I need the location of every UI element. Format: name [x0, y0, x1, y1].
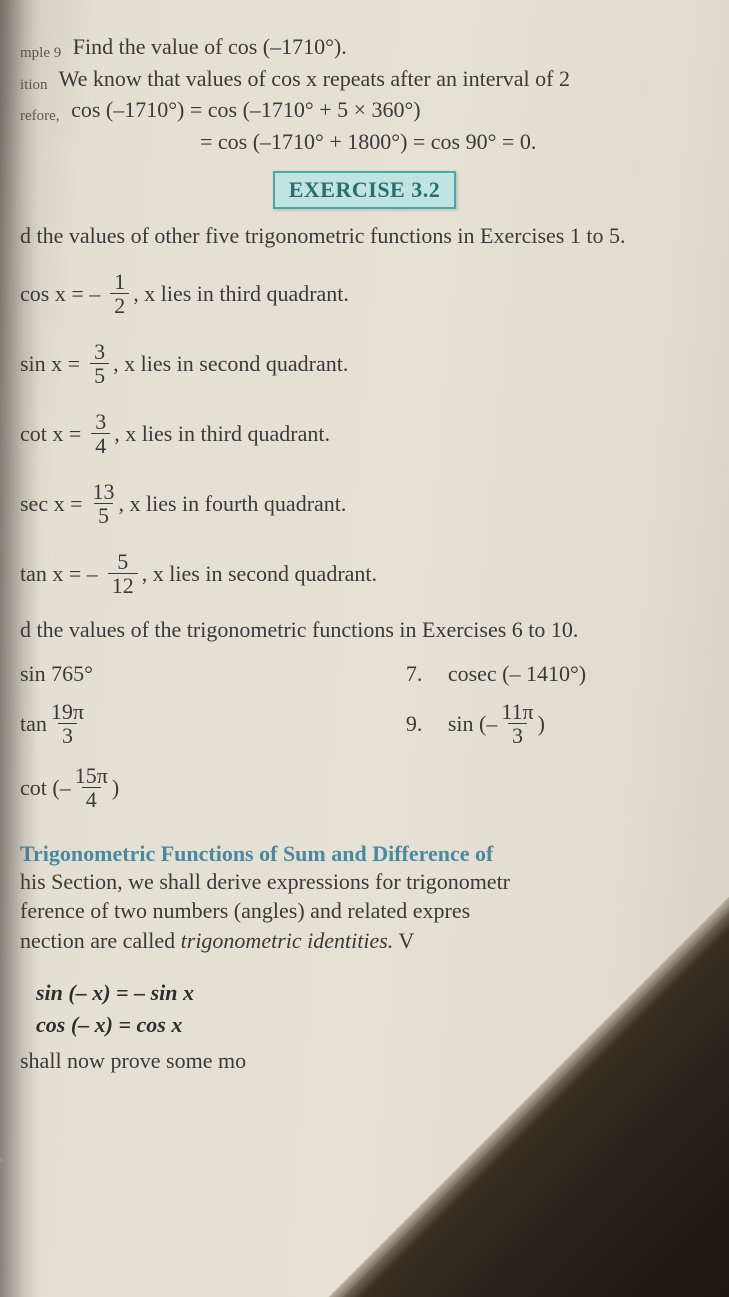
section-para-3c: V: [393, 928, 414, 953]
q6-text: sin 765°: [20, 661, 93, 687]
solution-text-1: We know that values of cos x repeats aft…: [59, 66, 570, 91]
question-8: tan 19π 3: [20, 700, 406, 747]
q3-tail: , x lies in third quadrant.: [114, 421, 330, 447]
q2-fraction: 3 5: [90, 340, 109, 387]
q8-fraction: 19π 3: [51, 700, 84, 747]
q9-lhs: sin (–: [448, 711, 498, 737]
q5-tail: , x lies in second quadrant.: [142, 561, 377, 587]
q3-den: 4: [91, 433, 110, 457]
question-7: 7. cosec (– 1410°): [406, 661, 709, 687]
q2-num: 3: [94, 340, 105, 363]
q1-lhs: cos x = –: [20, 281, 100, 307]
solution-eq-2: = cos (–1710° + 1800°) = cos 90° = 0.: [200, 129, 536, 154]
q9-num: 11π: [501, 700, 533, 723]
q2-tail: , x lies in second quadrant.: [113, 351, 348, 377]
section-title: Trigonometric Functions of Sum and Diffe…: [20, 841, 709, 867]
solution-line-1: ition We know that values of cos x repea…: [20, 64, 709, 94]
question-5: tan x = – 5 12 , x lies in second quadra…: [20, 547, 709, 601]
q7-number: 7.: [406, 661, 434, 687]
margin-note-the: The: [0, 1148, 3, 1174]
solution-label: ition: [20, 77, 48, 93]
example-prompt: Find the value of cos (–1710°).: [73, 34, 347, 59]
exercise-intro-2: d the values of the trigonometric functi…: [20, 617, 709, 643]
q4-lhs: sec x =: [20, 491, 83, 517]
q10-tail: ): [112, 775, 119, 801]
exercise-badge: EXERCISE 3.2: [273, 171, 456, 209]
exercise-badge-wrap: EXERCISE 3.2: [20, 171, 709, 209]
q9-tail: ): [538, 711, 545, 737]
q10-num: 15π: [75, 764, 108, 787]
q8-den: 3: [58, 723, 77, 747]
q7-text: cosec (– 1410°): [448, 661, 586, 687]
q2-lhs: sin x =: [20, 351, 80, 377]
section-para-1: his Section, we shall derive expressions…: [20, 867, 709, 897]
q9-den: 3: [508, 723, 527, 747]
q8-num: 19π: [51, 700, 84, 723]
q3-fraction: 3 4: [91, 410, 110, 457]
section-para-3b: trigonometric identities.: [181, 928, 394, 953]
section-para-3a: nection are called: [20, 928, 181, 953]
q5-den: 12: [108, 573, 138, 597]
q9-fraction: 11π 3: [501, 700, 533, 747]
q5-lhs: tan x = –: [20, 561, 98, 587]
example-header: mple 9 Find the value of cos (–1710°).: [20, 32, 709, 62]
q1-tail: , x lies in third quadrant.: [133, 281, 349, 307]
solution-step-1: refore, cos (–1710°) = cos (–1710° + 5 ×…: [20, 95, 709, 125]
spacer: [20, 956, 709, 974]
page: mple 9 Find the value of cos (–1710°). i…: [0, 0, 729, 1297]
solution-eq-1: cos (–1710°) = cos (–1710° + 5 × 360°): [71, 97, 421, 122]
q5-num: 5: [117, 550, 128, 573]
q1-den: 2: [110, 293, 129, 317]
q2-den: 5: [90, 363, 109, 387]
q10-den: 4: [82, 787, 101, 811]
row-q10: cot (– 15π 4 ): [20, 761, 709, 815]
q4-den: 5: [94, 503, 113, 527]
identity-eq-2: cos (– x) = cos x: [36, 1012, 709, 1038]
identity-eq-1: sin (– x) = – sin x: [36, 980, 709, 1006]
q8-lhs: tan: [20, 711, 47, 737]
example-label: mple 9: [20, 45, 61, 61]
question-3: cot x = 3 4 , x lies in third quadrant.: [20, 407, 709, 461]
row-q8-q9: tan 19π 3 9. sin (– 11π 3 ): [20, 697, 709, 751]
q1-fraction: 1 2: [110, 270, 129, 317]
row-q6-q7: sin 765° 7. cosec (– 1410°): [20, 661, 709, 687]
q4-tail: , x lies in fourth quadrant.: [119, 491, 347, 517]
q10-fraction: 15π 4: [75, 764, 108, 811]
question-4: sec x = 13 5 , x lies in fourth quadrant…: [20, 477, 709, 531]
q3-num: 3: [95, 410, 106, 433]
exercise-intro-1: d the values of other five trigonometric…: [20, 223, 709, 249]
tail-line: shall now prove some mo: [20, 1046, 709, 1076]
section-para-2: ference of two numbers (angles) and rela…: [20, 896, 709, 926]
question-1: cos x = – 1 2 , x lies in third quadrant…: [20, 267, 709, 321]
solution-step-2: = cos (–1710° + 1800°) = cos 90° = 0.: [200, 127, 709, 157]
question-6: sin 765°: [20, 661, 406, 687]
q4-fraction: 13 5: [93, 480, 115, 527]
section-para-3: nection are called trigonometric identit…: [20, 926, 709, 956]
q10-lhs: cot (–: [20, 775, 71, 801]
q5-fraction: 5 12: [108, 550, 138, 597]
question-2: sin x = 3 5 , x lies in second quadrant.: [20, 337, 709, 391]
refore-label: refore,: [20, 108, 60, 124]
q9-number: 9.: [406, 711, 434, 737]
q1-num: 1: [114, 270, 125, 293]
q4-num: 13: [93, 480, 115, 503]
question-9: 9. sin (– 11π 3 ): [406, 700, 709, 747]
question-10: cot (– 15π 4 ): [20, 764, 406, 811]
q3-lhs: cot x =: [20, 421, 81, 447]
